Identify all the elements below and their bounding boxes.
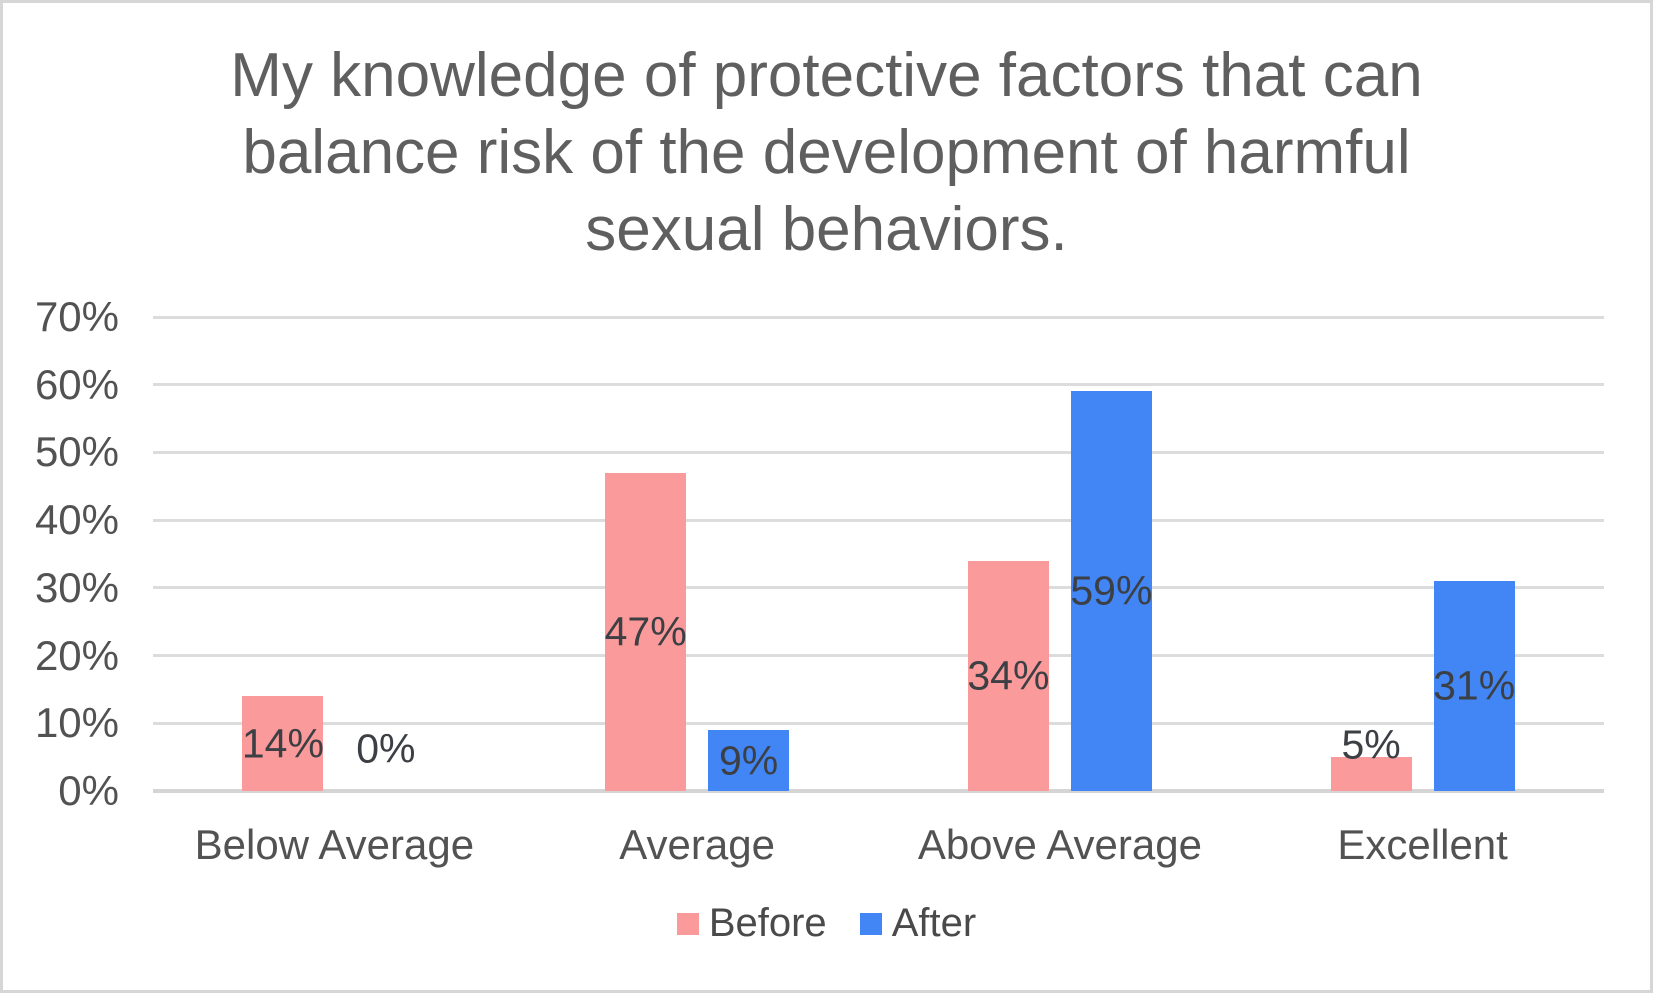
legend-swatch-icon bbox=[859, 912, 882, 935]
x-category-label: Above Average bbox=[917, 821, 1202, 868]
chart-title-line: My knowledge of protective factors that … bbox=[230, 41, 1423, 110]
y-tick-label: 70% bbox=[34, 293, 119, 340]
legend-label: Before bbox=[708, 901, 827, 945]
gridline bbox=[153, 654, 1604, 658]
bar-value-label: 14% bbox=[241, 720, 324, 767]
gridline bbox=[153, 721, 1604, 725]
bar-after-average bbox=[708, 730, 790, 791]
y-tick-label: 40% bbox=[34, 496, 119, 544]
bar-before-below-average bbox=[242, 696, 324, 791]
y-tick-label: 0% bbox=[58, 767, 119, 814]
legend-item-after: After bbox=[859, 901, 977, 946]
chart-title: My knowledge of protective factors that … bbox=[3, 37, 1650, 268]
gridline bbox=[153, 586, 1604, 590]
gridline bbox=[153, 518, 1604, 522]
x-category-label: Below Average bbox=[194, 821, 475, 868]
bar-after-above-average bbox=[1070, 391, 1152, 791]
bar-before-above-average bbox=[967, 560, 1049, 791]
legend-swatch-icon bbox=[676, 912, 699, 935]
y-tick-label: 20% bbox=[34, 631, 119, 679]
chart-title-line: balance risk of the development of harmf… bbox=[242, 118, 1411, 187]
legend-label: After bbox=[891, 901, 977, 945]
bar-value-label: 59% bbox=[1070, 567, 1153, 614]
bar-value-label: 47% bbox=[604, 608, 687, 655]
bar-value-label: 5% bbox=[1341, 721, 1401, 768]
y-tick-label: 60% bbox=[34, 360, 119, 408]
y-tick-label: 10% bbox=[34, 699, 119, 747]
bar-value-label: 34% bbox=[967, 652, 1050, 699]
chart-title-line: sexual behaviors. bbox=[585, 195, 1068, 264]
bar-before-average bbox=[605, 472, 687, 791]
y-tick-label: 50% bbox=[34, 428, 119, 476]
gridline bbox=[153, 315, 1604, 319]
x-category-label: Average bbox=[619, 821, 775, 868]
bar-value-label: 31% bbox=[1433, 662, 1516, 709]
gridline bbox=[153, 450, 1604, 454]
bar-after-excellent bbox=[1433, 581, 1515, 791]
gridline bbox=[153, 383, 1604, 387]
legend-item-before: Before bbox=[676, 901, 827, 946]
bar-value-label: 0% bbox=[356, 725, 416, 772]
x-axis-baseline bbox=[153, 789, 1604, 793]
x-category-label: Excellent bbox=[1337, 821, 1508, 868]
bar-before-excellent bbox=[1330, 757, 1412, 791]
legend: Before After bbox=[3, 901, 1650, 946]
y-tick-label: 30% bbox=[34, 563, 119, 611]
bar-value-label: 9% bbox=[718, 737, 779, 784]
